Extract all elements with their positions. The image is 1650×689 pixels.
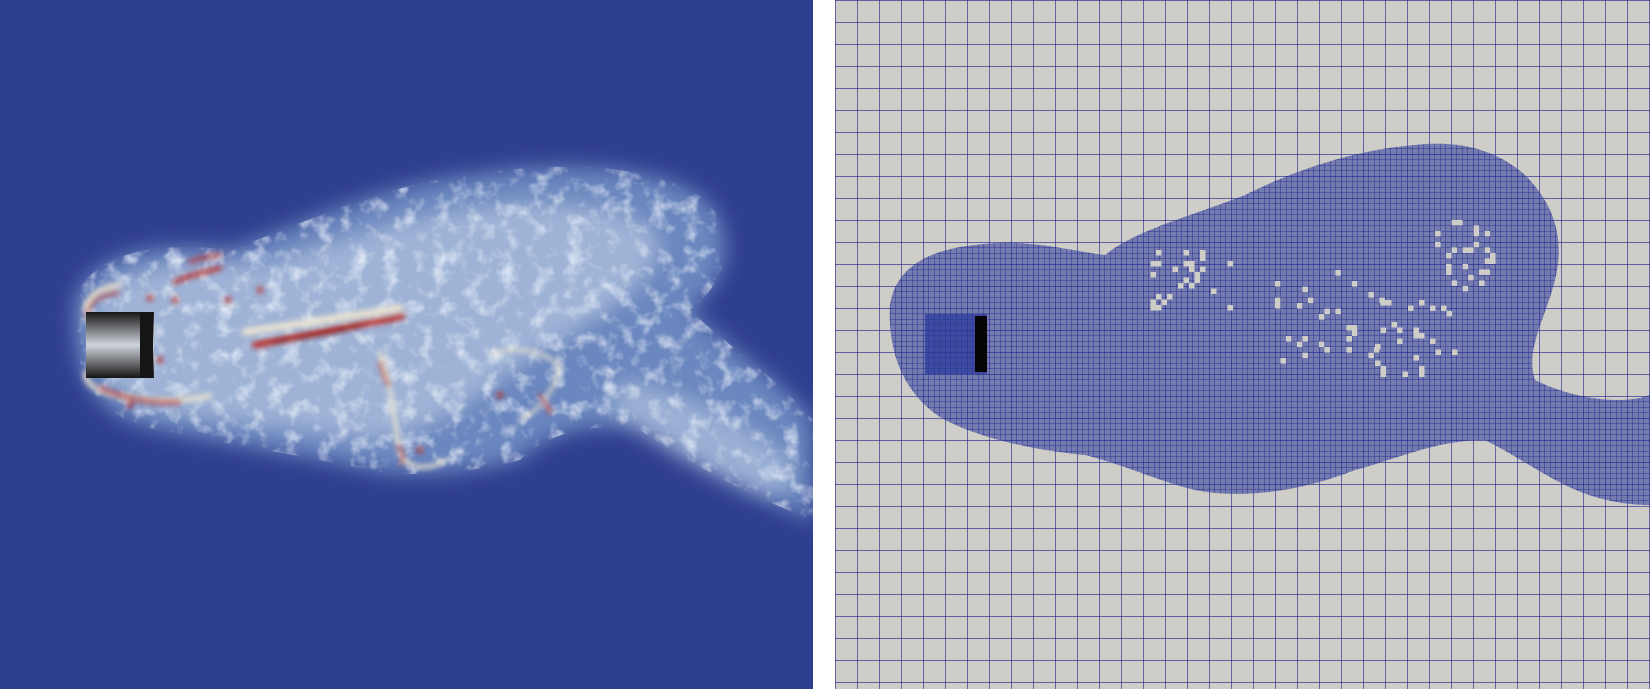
adaptive-mesh-panel — [835, 0, 1650, 689]
mesh-holes — [1150, 220, 1496, 377]
vortex-streaks — [83, 253, 562, 469]
flow-field-panel — [0, 0, 813, 689]
mesh-obstacle — [925, 314, 987, 374]
adaptive-mesh-image — [835, 0, 1650, 689]
flow-field-image — [0, 0, 813, 689]
obstacle — [86, 312, 154, 378]
